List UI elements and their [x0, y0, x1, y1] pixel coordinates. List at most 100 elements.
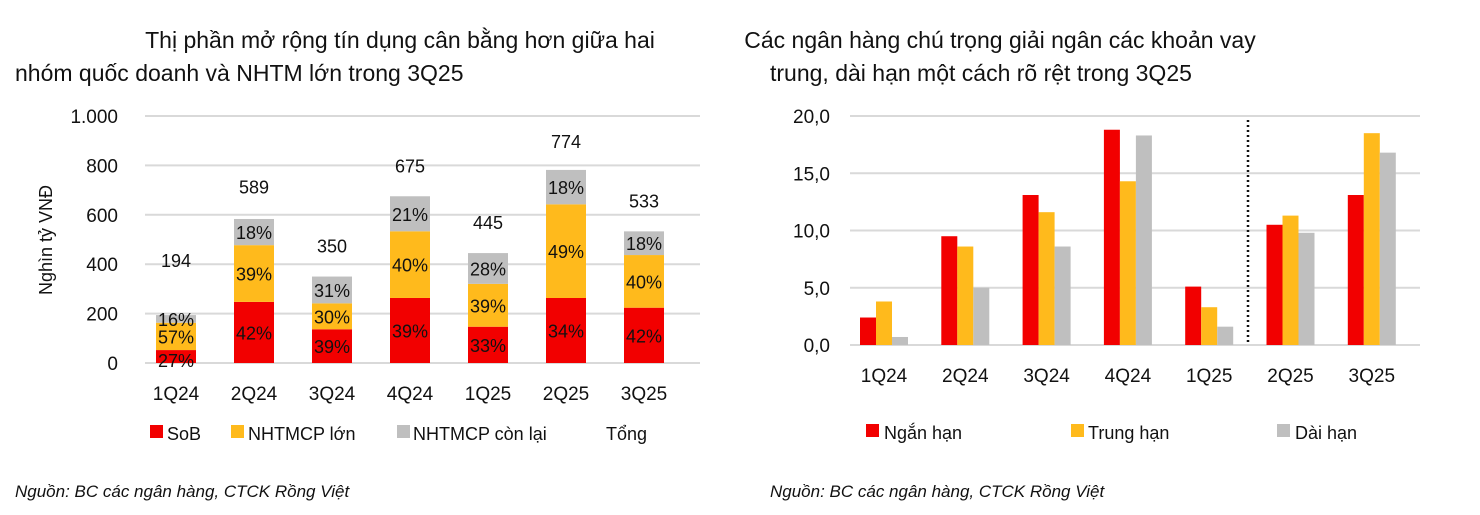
legend-label-trung-han: Trung hạn [1088, 423, 1169, 443]
legend-label-nhtmcp-con-lai: NHTMCP còn lại [413, 424, 547, 444]
right-title-line-1: Các ngân hàng chú trọng giải ngân các kh… [744, 27, 1256, 53]
data-label-1Q25-1: 39% [470, 296, 506, 316]
x-tick-label: 2Q25 [543, 384, 589, 405]
bar-4Q24-1 [1119, 181, 1136, 345]
legend-label-nhtmcp-lon: NHTMCP lớn [248, 424, 355, 444]
data-label-4Q24-2: 21% [392, 205, 428, 225]
y-tick-label: 400 [86, 255, 118, 276]
x-tick-label: 3Q24 [1023, 366, 1070, 387]
bar-1Q25-0 [1185, 286, 1202, 345]
legend-swatch-ngan-han [866, 424, 879, 437]
data-label-2Q25-1: 49% [548, 242, 584, 262]
bar-segment-1Q25-1 [468, 283, 508, 327]
x-tick-label: 1Q25 [1186, 366, 1232, 387]
left-legend: SoB NHTMCP lớn NHTMCP còn lại Tổng [150, 424, 647, 444]
data-label-4Q24-0: 39% [392, 321, 428, 341]
bar-4Q24-2 [1135, 135, 1152, 345]
right-legend: Ngắn hạn Trung hạn Dài hạn [866, 422, 1357, 443]
right-chart: Các ngân hàng chú trọng giải ngân các kh… [744, 27, 1420, 501]
data-label-2Q25-2: 18% [548, 178, 584, 198]
bar-segment-2Q24-1 [234, 245, 274, 302]
right-title-line-2: trung, dài hạn một cách rõ rệt trong 3Q2… [770, 60, 1192, 86]
left-bars: 27% 57%16% 194 42% 39% 18% 589 39% 30% 31% 350 39% 4… [156, 132, 664, 371]
y-tick-label: 800 [86, 156, 118, 177]
bar-1Q24-0 [860, 317, 876, 345]
data-label-3Q24-2: 31% [314, 281, 350, 301]
left-title-line-2: nhóm quốc doanh và NHTM lớn trong 3Q25 [15, 60, 464, 86]
bar-segment-4Q24-1 [390, 231, 430, 298]
bar-segment-1Q24-0 [156, 350, 196, 363]
bar-segment-3Q24-2 [312, 276, 352, 304]
legend-swatch-sob [150, 425, 163, 438]
x-tick-label: 2Q24 [231, 384, 278, 405]
x-tick-label: 4Q24 [387, 384, 434, 405]
bar-segment-3Q25-1 [624, 255, 664, 308]
bar-segment-3Q25-0 [624, 307, 664, 363]
x-tick-label: 1Q25 [465, 384, 511, 405]
left-source-note: Nguồn: BC các ngân hàng, CTCK Rồng Việt [15, 482, 350, 501]
data-label-3Q25-0: 42% [626, 326, 662, 346]
total-label-2Q24: 589 [239, 178, 269, 198]
bar-2Q25-0 [1266, 224, 1283, 345]
left-y-ticks: 0 200 400 600 800 1.000 [70, 107, 118, 375]
legend-swatch-nhtmcp-lon [231, 425, 244, 438]
bar-2Q24-0 [941, 236, 958, 345]
bar-2Q25-2 [1298, 232, 1315, 345]
right-bars [860, 129, 1396, 345]
bar-segment-2Q24-2 [234, 218, 274, 246]
bar-segment-2Q25-2 [546, 169, 586, 205]
bar-3Q24-0 [1022, 195, 1039, 345]
data-label-2Q24-2: 18% [236, 223, 272, 243]
bar-1Q24-1 [876, 301, 892, 345]
data-label-3Q24-1: 30% [314, 307, 350, 327]
total-label-1Q24: 194 [161, 251, 191, 271]
x-tick-label: 3Q25 [1349, 366, 1395, 387]
x-tick-label: 1Q24 [153, 384, 200, 405]
data-label-1Q25-2: 28% [470, 259, 506, 279]
y-tick-label: 200 [86, 305, 118, 326]
bar-1Q25-2 [1217, 326, 1234, 345]
y-tick-label: 600 [86, 206, 118, 227]
x-tick-label: 3Q24 [309, 384, 356, 405]
total-label-3Q24: 350 [317, 237, 347, 257]
total-label-4Q24: 675 [395, 156, 425, 176]
bar-3Q24-1 [1038, 212, 1055, 345]
bar-segment-1Q24-2 [156, 315, 196, 323]
left-title-line-1: Thị phần mở rộng tín dụng cân bằng hơn g… [145, 27, 655, 53]
x-tick-label: 3Q25 [621, 384, 667, 405]
bar-segment-2Q25-0 [546, 297, 586, 363]
x-tick-label: 1Q24 [861, 366, 908, 387]
bar-segment-1Q25-2 [468, 253, 508, 284]
total-label-1Q25: 445 [473, 213, 503, 233]
bar-segment-3Q24-1 [312, 303, 352, 330]
bar-segment-2Q25-1 [546, 204, 586, 298]
bar-4Q24-0 [1103, 129, 1120, 345]
y-tick-label: 0 [107, 354, 118, 375]
y-tick-label: 20,0 [793, 107, 830, 128]
bar-2Q25-1 [1282, 215, 1299, 345]
legend-label-ngan-han: Ngắn hạn [884, 422, 962, 443]
left-y-axis-label: Nghìn tỷ VNĐ [36, 185, 56, 295]
bar-segment-4Q24-0 [390, 297, 430, 363]
right-y-ticks: 0,0 5,0 10,0 15,0 20,0 [793, 107, 830, 357]
bar-3Q25-1 [1363, 133, 1380, 345]
bar-segment-3Q24-0 [312, 329, 352, 363]
legend-swatch-trung-han [1071, 424, 1084, 437]
legend-label-dai-han: Dài hạn [1295, 423, 1357, 443]
y-tick-label: 5,0 [804, 279, 830, 300]
bar-1Q25-1 [1201, 307, 1218, 345]
x-tick-label: 2Q25 [1267, 366, 1313, 387]
data-label-3Q24-0: 39% [314, 337, 350, 357]
data-label-4Q24-1: 40% [392, 256, 428, 276]
bar-3Q25-0 [1347, 195, 1364, 345]
data-label-1Q24-2: 16% [158, 310, 194, 330]
legend-label-tong: Tổng [606, 424, 647, 444]
data-label-3Q25-2: 18% [626, 234, 662, 254]
right-x-ticks: 1Q24 2Q24 3Q24 4Q24 1Q25 2Q25 3Q25 [861, 366, 1395, 387]
bar-segment-1Q24-1 [156, 322, 196, 351]
y-tick-label: 1.000 [70, 107, 118, 128]
x-tick-label: 4Q24 [1105, 366, 1152, 387]
bar-3Q25-2 [1379, 152, 1396, 345]
bar-1Q24-2 [892, 336, 908, 345]
